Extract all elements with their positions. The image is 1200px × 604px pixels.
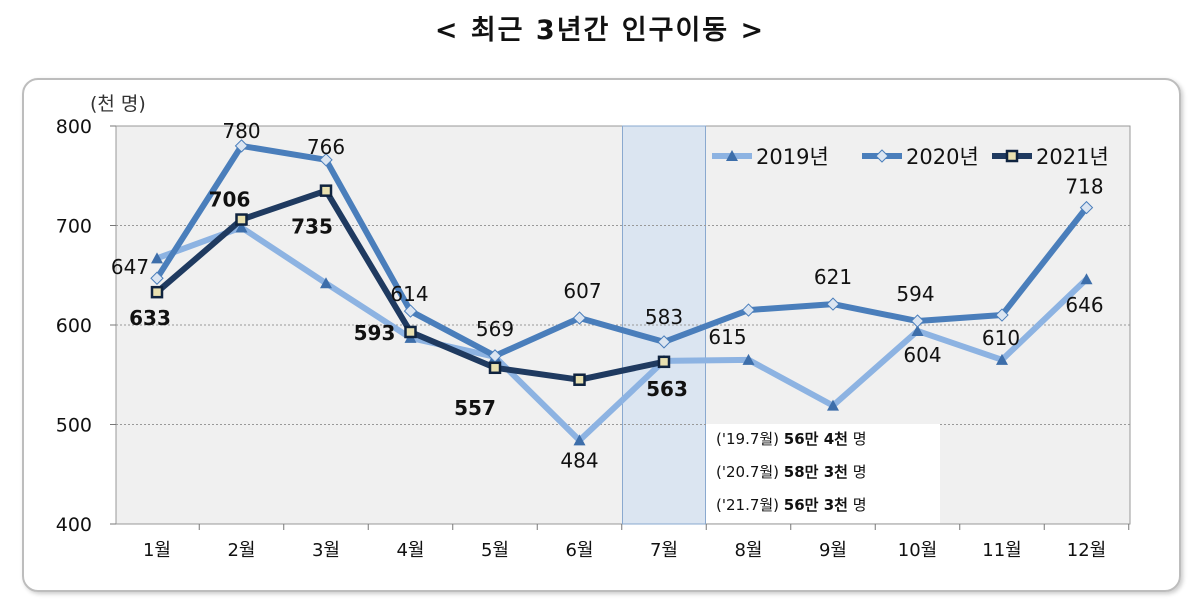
square-marker bbox=[235, 213, 248, 226]
x-tick-label: 2월 bbox=[227, 540, 255, 561]
data-label: 766 bbox=[307, 135, 345, 159]
square-marker bbox=[657, 355, 671, 369]
diamond-marker bbox=[910, 314, 925, 328]
diamond-marker bbox=[319, 153, 333, 167]
data-label: 718 bbox=[1065, 175, 1103, 199]
triangle-marker bbox=[573, 434, 586, 446]
data-label: 569 bbox=[476, 317, 514, 341]
diamond-marker bbox=[995, 308, 1009, 322]
triangle-marker bbox=[742, 353, 755, 365]
y-tick-label: 800 bbox=[56, 116, 92, 138]
data-label: 604 bbox=[903, 343, 941, 367]
legend-label: 2020년 bbox=[906, 145, 979, 169]
triangle-marker bbox=[151, 252, 163, 264]
diamond-marker bbox=[875, 149, 889, 163]
diamond-marker bbox=[572, 311, 587, 325]
triangle-marker bbox=[726, 150, 738, 161]
july-annotation-box: ('19.7월) 56만 4천 명 ('20.7월) 58만 3천 명 ('21… bbox=[706, 424, 940, 523]
annotation-2021: ('21.7월) 56만 3천 명 bbox=[716, 496, 867, 514]
data-label: 484 bbox=[560, 448, 598, 472]
x-tick-label: 6월 bbox=[565, 540, 593, 561]
x-tick-label: 1월 bbox=[143, 540, 171, 561]
y-unit-label: (천 명) bbox=[90, 93, 146, 115]
triangle-marker bbox=[911, 324, 924, 336]
data-label: 594 bbox=[896, 282, 934, 306]
diamond-marker bbox=[234, 139, 249, 153]
diamond-marker bbox=[403, 304, 418, 318]
legend-label: 2019년 bbox=[756, 145, 829, 169]
square-marker bbox=[404, 325, 417, 339]
y-tick-label: 600 bbox=[56, 315, 92, 337]
data-label: 633 bbox=[129, 306, 171, 330]
data-label: 735 bbox=[291, 215, 333, 239]
square-marker bbox=[573, 373, 586, 386]
y-tick-label: 700 bbox=[56, 216, 92, 238]
x-tick-label: 8월 bbox=[734, 540, 762, 561]
chart-frame bbox=[22, 78, 1181, 592]
diamond-marker bbox=[1079, 200, 1094, 215]
diamond-marker bbox=[826, 297, 840, 311]
series-2020년 bbox=[150, 139, 1094, 363]
square-marker bbox=[319, 184, 333, 197]
annotation-2020: ('20.7월) 58만 3천 명 bbox=[716, 463, 867, 481]
square-marker bbox=[150, 285, 164, 299]
series-line bbox=[155, 224, 1089, 444]
chart-title: < 최근 3년간 인구이동 > bbox=[434, 15, 766, 46]
x-tick-label: 12월 bbox=[1067, 540, 1106, 561]
series-2021년 bbox=[150, 184, 671, 386]
series-line bbox=[154, 142, 1089, 359]
square-marker bbox=[488, 361, 502, 375]
y-tick-label: 400 bbox=[56, 514, 92, 536]
triangle-marker bbox=[320, 277, 332, 289]
x-tick-label: 5월 bbox=[481, 540, 509, 561]
data-label: 780 bbox=[222, 119, 260, 143]
x-tick-label: 9월 bbox=[819, 540, 847, 561]
x-tick-label: 10월 bbox=[898, 540, 937, 561]
data-label: 607 bbox=[563, 279, 601, 303]
square-marker bbox=[1005, 149, 1019, 163]
data-label: 614 bbox=[390, 282, 428, 306]
x-tick-label: 3월 bbox=[312, 540, 340, 561]
data-label: 583 bbox=[645, 305, 683, 329]
data-label: 557 bbox=[454, 396, 496, 420]
triangle-marker bbox=[235, 221, 248, 233]
data-label: 610 bbox=[982, 326, 1020, 350]
legend-label: 2021년 bbox=[1036, 145, 1109, 169]
annotation-2019: ('19.7월) 56만 4천 명 bbox=[716, 430, 867, 448]
x-tick-label: 11월 bbox=[982, 540, 1021, 561]
data-label: 615 bbox=[708, 325, 746, 349]
diamond-marker bbox=[150, 271, 164, 285]
x-tick-label: 4월 bbox=[396, 540, 424, 561]
triangle-marker bbox=[827, 399, 839, 411]
data-label: 646 bbox=[1065, 293, 1103, 317]
data-label: 593 bbox=[354, 321, 396, 345]
data-label: 647 bbox=[111, 255, 149, 279]
diamond-marker bbox=[741, 303, 756, 317]
triangle-marker bbox=[1080, 273, 1093, 285]
diamond-marker bbox=[657, 335, 671, 349]
data-label: 706 bbox=[209, 188, 251, 212]
data-label: 563 bbox=[646, 377, 688, 401]
x-tick-label: 7월 bbox=[650, 540, 678, 561]
y-tick-label: 500 bbox=[56, 415, 92, 437]
triangle-marker bbox=[996, 353, 1008, 365]
data-label: 621 bbox=[814, 265, 852, 289]
